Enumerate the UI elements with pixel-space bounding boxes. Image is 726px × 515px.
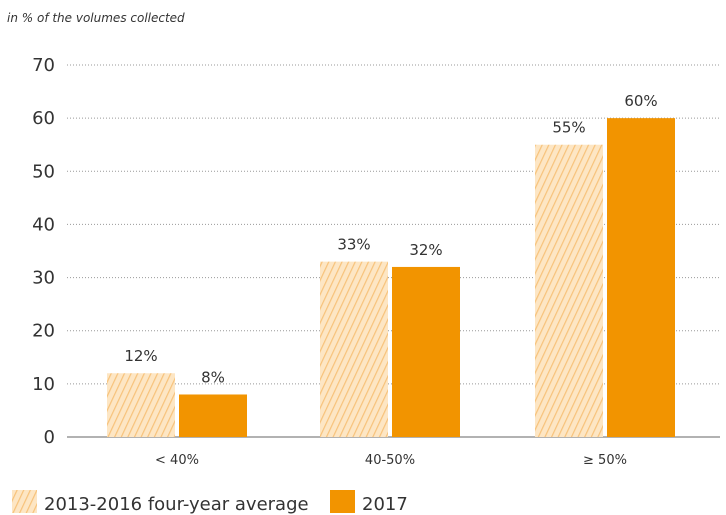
bars [107,118,675,438]
y-tick-label: 30 [32,268,55,289]
y-tick-label: 0 [44,427,55,448]
bar-average [535,144,603,437]
data-label: 33% [337,236,370,254]
y-axis-ticks: 0 10 20 30 40 50 60 70 [32,55,55,448]
unit-label: in % of the volumes collected [7,11,185,25]
data-labels: 12% 8% 33% 32% 55% 60% [124,92,657,386]
y-tick-label: 60 [32,108,55,129]
data-label: 55% [552,119,585,137]
bar-average [320,261,388,437]
data-label: 8% [201,368,225,386]
legend-label-average: 2013-2016 four-year average [44,494,309,515]
bar-2017 [392,266,460,437]
y-tick-label: 70 [32,55,55,76]
legend-swatch-2017 [330,490,355,513]
x-tick-label: 40-50% [365,453,415,468]
bar-2017 [179,394,247,437]
data-label: 32% [409,241,442,259]
data-label: 12% [124,347,157,365]
x-axis-ticks: < 40% 40-50% ≥ 50% [155,453,627,468]
y-tick-label: 20 [32,321,55,342]
x-tick-label: < 40% [155,453,199,468]
bar-average [107,373,175,437]
y-tick-label: 10 [32,374,55,395]
legend-swatch-average [12,490,37,513]
bar-2017 [607,118,675,438]
x-tick-label: ≥ 50% [583,453,627,468]
legend-label-2017: 2017 [362,494,408,515]
legend: 2013-2016 four-year average 2017 [12,490,408,515]
y-tick-label: 40 [32,214,55,235]
data-label: 60% [624,92,657,110]
y-tick-label: 50 [32,161,55,182]
